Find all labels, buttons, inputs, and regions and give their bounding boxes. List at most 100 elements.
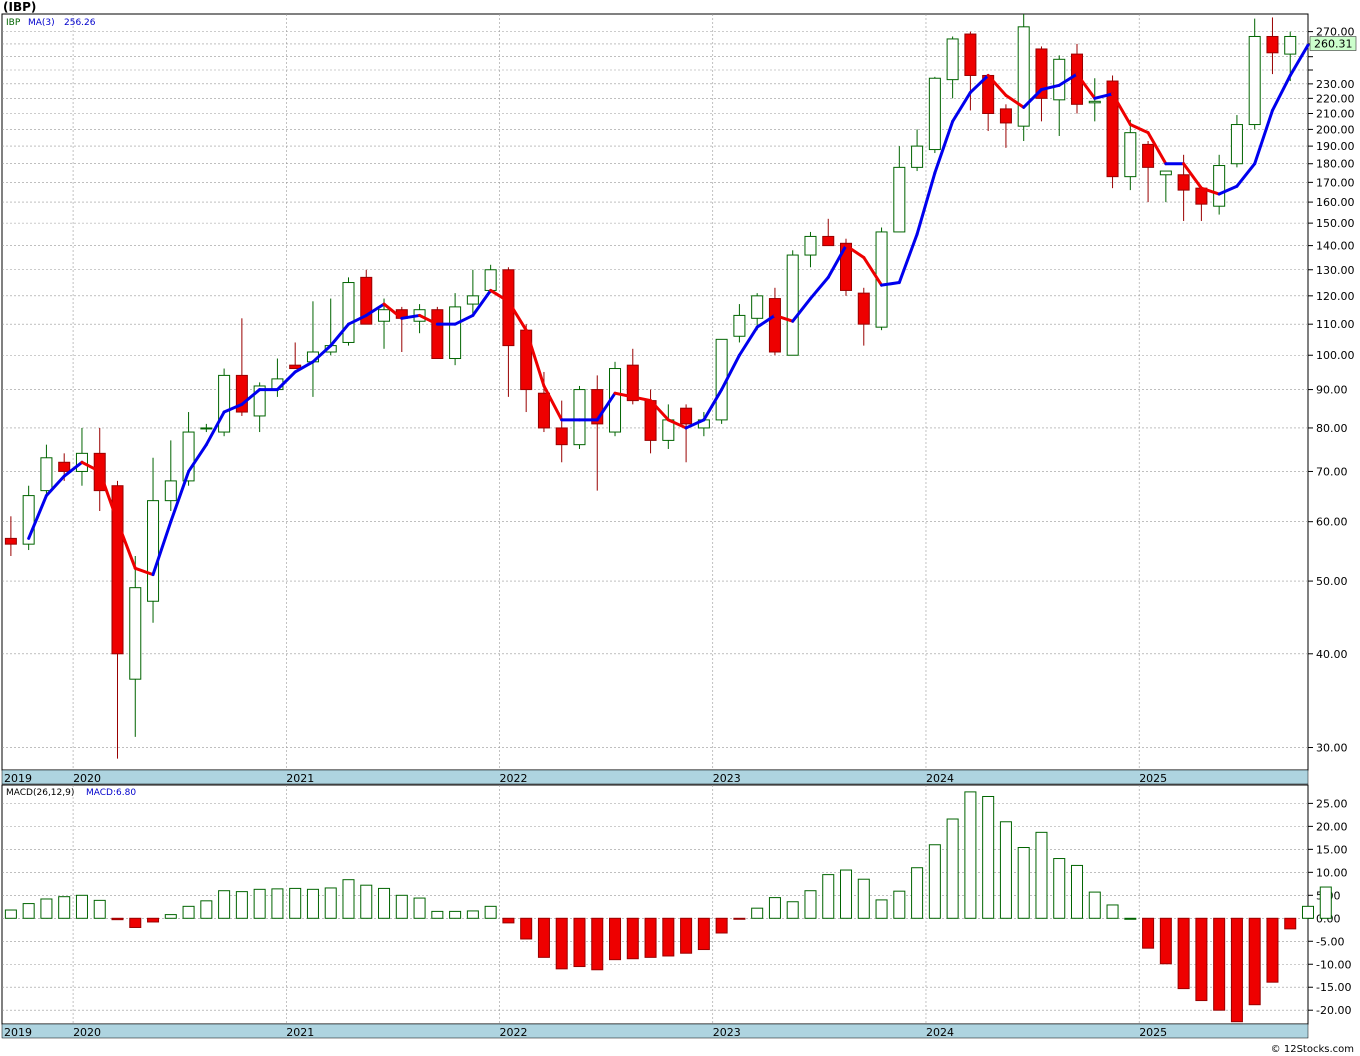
macd-bar [271,888,284,919]
macd-bar [1195,917,1208,1002]
macd-bar [4,909,17,919]
macd-bar [1159,917,1172,965]
macd-bar [111,917,124,921]
ma3-line [27,43,1310,577]
candle-body [289,364,302,370]
macd-bar [964,791,977,919]
chart-title: (IBP) [3,0,37,14]
candle-body [484,269,497,291]
candle-body [182,431,195,482]
candle-body [129,587,142,680]
ma3-segment [737,325,759,357]
year-label: 2024 [926,772,954,785]
ma3-segment [204,410,226,447]
price-tick-label: 120.00 [1316,290,1355,303]
macd-bar [982,795,995,919]
ma3-segment [1128,123,1150,135]
legend-ma-label: MA(3) [28,18,55,28]
candle-body [235,374,248,413]
macd-tick-label: 10.00 [1316,866,1348,879]
price-tick-label: 130.00 [1316,264,1355,277]
macd-bar [626,917,639,960]
macd-tick-label: -10.00 [1316,958,1351,971]
candle-body [164,480,177,502]
macd-bar [1177,917,1190,990]
candle-body [1053,58,1066,101]
ma3-segment [915,171,937,236]
ma3-segment [1022,88,1043,109]
ma3-segment [1253,108,1274,166]
macd-bar [1319,886,1332,919]
ma3-segment [613,391,635,399]
macd-bar [1213,917,1226,1011]
candle-body [360,276,373,325]
ma3-segment [880,281,901,287]
macd-bar [75,894,88,919]
macd-bar [431,910,444,919]
candle-body [733,314,746,337]
candle-body [857,292,870,325]
ma3-segment [418,313,439,326]
macd-bar [360,884,373,919]
price-tick-label: 210.00 [1316,108,1355,121]
macd-bar [484,905,497,919]
macd-bar [857,878,870,919]
ma3-segment [489,288,510,303]
candle-body [946,38,959,81]
macd-bar [40,898,53,919]
ma3-segment [27,494,48,540]
ma3-segment [542,384,564,422]
macd-tick-label: 20.00 [1316,820,1348,833]
candle-body [1266,35,1279,54]
price-grid: 30.00 40.00 50.00 60.00 70.00 80.00 90.00 100.0… [2,14,1355,1039]
macd-bar [93,899,106,919]
price-tick-label: 70.00 [1316,465,1348,478]
price-tick-label: 160.00 [1316,196,1355,209]
price-tick-label: 180.00 [1316,158,1355,171]
candles [4,14,1297,759]
price-tick-label: 80.00 [1316,422,1348,435]
ma3-segment [666,418,688,430]
macd-tick-label: -15.00 [1316,981,1351,994]
price-tick-label: 40.00 [1316,648,1348,661]
candle-body [40,457,53,492]
macd-bar [378,887,391,919]
price-tick-label: 50.00 [1316,575,1348,588]
candle-body [1142,143,1155,168]
ma3-segment [631,395,653,403]
macd-bar [1124,917,1137,920]
price-tick-label: 220.00 [1316,92,1355,105]
year-label: 2022 [500,1026,528,1039]
macd-bar [591,917,604,971]
macd-bar [1301,905,1315,919]
candle-body [573,389,586,446]
ma3-segment [169,469,191,524]
macd-bar [324,887,337,919]
ma3-segment [951,90,972,123]
ma3-segment [240,388,262,406]
macd-bar [875,899,888,919]
candle-body [768,298,781,353]
year-label: 2021 [286,1026,314,1039]
candle-body [1017,26,1030,127]
candle-body [751,295,764,319]
macd-bar [466,910,479,919]
candle-body [537,392,550,429]
macd-bar [395,894,408,919]
ma3-segment [506,299,528,332]
macd-bar [822,874,835,919]
macd-bar [22,903,35,919]
year-label: 2019 [4,772,32,785]
ma3-segment [453,313,475,326]
ma3-segment [1039,83,1061,92]
candle-body [999,108,1012,124]
macd-bar [733,917,746,920]
candle-body [111,485,124,655]
ma3-segment [400,313,422,320]
macd-bar [1230,917,1243,1023]
macd-bar [768,897,781,919]
macd-bar [449,910,462,919]
candle-body [893,166,906,233]
ma3-segment [311,344,333,364]
macd-legend-value: MACD:6.80 [86,788,136,798]
